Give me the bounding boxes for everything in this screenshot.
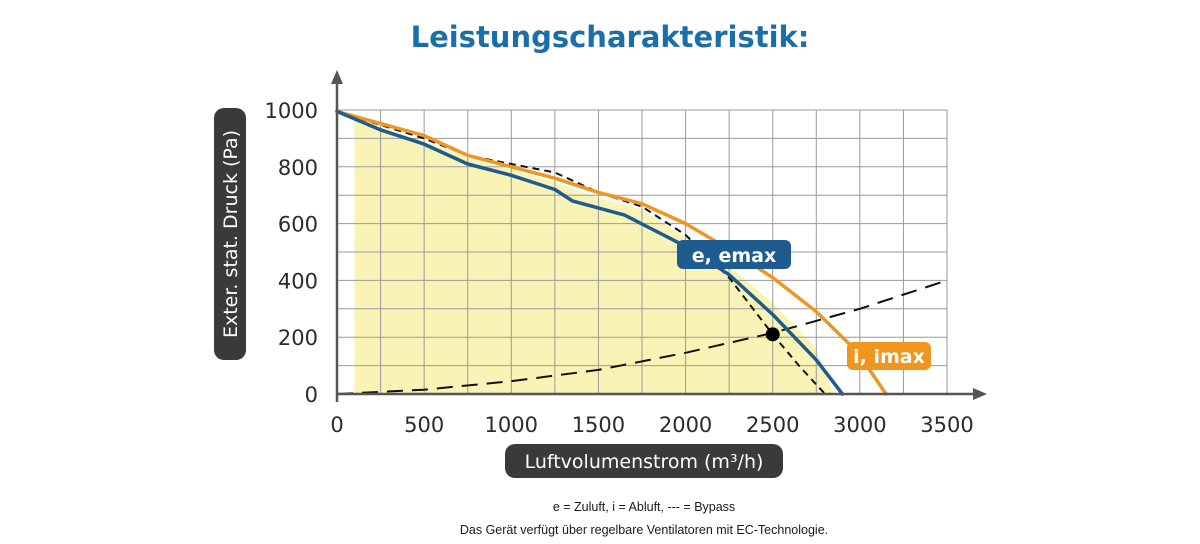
y-tick-label: 1000 [265,99,318,123]
working-area [354,114,834,394]
series-extract-line [335,109,888,396]
x-axis-arrow [973,388,987,400]
x-axis-label-pill [505,444,783,478]
y-tick-label: 800 [278,156,318,180]
tick-labels: 0 500 1000 1500 2000 2500 3000 3500 0 200 400 600 80… [265,99,974,437]
series-label-supply-text: e, emax [692,245,776,267]
series-label-extract-pill [847,342,931,370]
y-axis-label-text: Exter. stat. Druck (Pa) [220,130,242,338]
x-tick-label: 2500 [746,413,799,437]
y-tick-label: 600 [278,213,318,237]
y-axis-label-pill [214,108,246,360]
series-label-supply-pill [677,240,791,269]
working-area-fill [354,114,834,394]
series-supply-line [335,109,845,396]
x-axis-label: Luftvolumenstrom (m³/h) [505,444,783,478]
axes [331,70,987,402]
y-tick-label: 400 [278,269,318,293]
grid [337,109,948,394]
y-tick-label: 0 [305,383,318,407]
x-tick-label: 3500 [920,413,973,437]
y-tick-label: 200 [278,326,318,350]
chart-title: Leistungscharakteristik: [411,20,810,54]
operating-point-marker [765,327,780,342]
x-tick-label: 2000 [659,413,712,437]
x-tick-label: 500 [404,413,444,437]
y-axis-label: Exter. stat. Druck (Pa) [214,108,246,360]
series-label-extract-text: i, imax [853,346,925,368]
series-layer [335,109,948,396]
system-curve-line [336,279,948,395]
x-tick-label: 1500 [572,413,625,437]
series-label-extract: i, imax [847,342,931,370]
x-tick-label: 0 [330,413,343,437]
x-axis-label-text: Luftvolumenstrom (m³/h) [525,451,764,473]
legend-footnote: e = Zuluft, i = Abluft, --- = Bypass [553,500,735,514]
x-tick-label: 3000 [833,413,886,437]
series-label-supply: e, emax [677,240,791,269]
y-axis-arrow [331,70,343,84]
feature-footnote: Das Gerät verfügt über regelbare Ventila… [460,523,828,537]
x-tick-label: 1000 [485,413,538,437]
